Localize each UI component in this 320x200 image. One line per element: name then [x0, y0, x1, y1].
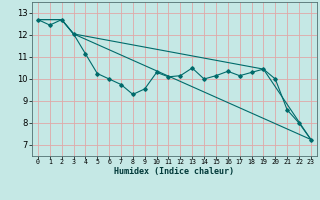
X-axis label: Humidex (Indice chaleur): Humidex (Indice chaleur) — [115, 167, 234, 176]
